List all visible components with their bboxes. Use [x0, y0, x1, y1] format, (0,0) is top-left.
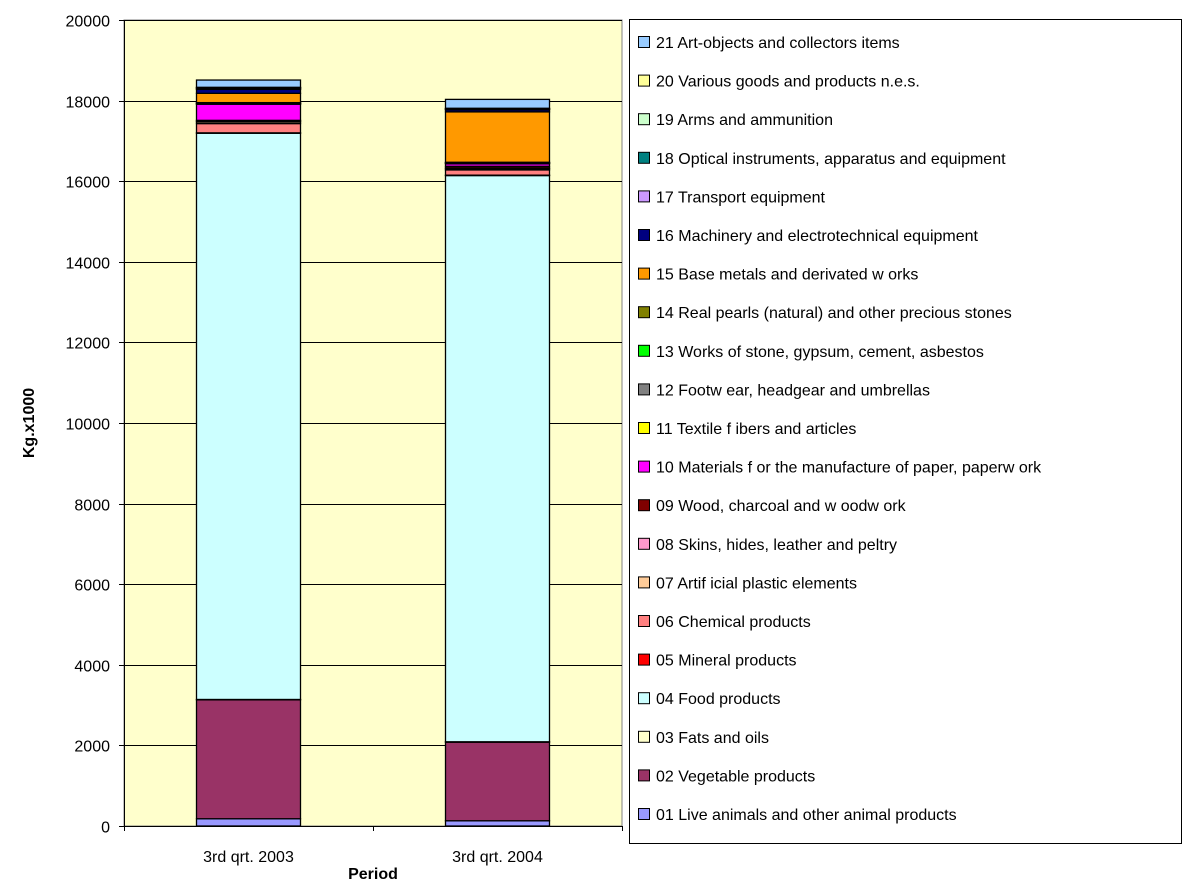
legend-label: 03 Fats and oils — [656, 730, 769, 747]
legend-item: 13 Works of stone, gypsum, cement, asbes… — [639, 344, 984, 361]
bar-stack — [446, 99, 550, 826]
y-axis-title: Kg.x1000 — [21, 388, 38, 458]
legend-item: 12 Footw ear, headgear and umbrellas — [639, 382, 930, 399]
y-tick-label: 8000 — [74, 498, 110, 515]
x-tick-label: 3rd qrt. 2003 — [203, 849, 294, 866]
bar-segment — [197, 819, 301, 826]
legend-label: 10 Materials f or the manufacture of pap… — [656, 460, 1042, 477]
legend-item: 18 Optical instruments, apparatus and eq… — [639, 151, 1007, 168]
legend-item: 21 Art-objects and collectors items — [639, 35, 900, 52]
legend-item: 04 Food products — [639, 691, 781, 708]
legend-swatch — [639, 114, 650, 125]
legend-swatch — [639, 423, 650, 434]
legend-item: 01 Live animals and other animal product… — [639, 807, 957, 824]
y-tick-label: 14000 — [66, 256, 111, 273]
y-tick-label: 6000 — [74, 578, 110, 595]
legend-label: 06 Chemical products — [656, 614, 811, 631]
legend-label: 16 Machinery and electrotechnical equipm… — [656, 228, 979, 245]
legend-swatch — [639, 654, 650, 665]
bar-segment — [446, 821, 550, 826]
legend-label: 04 Food products — [656, 691, 781, 708]
legend-label: 11 Textile f ibers and articles — [656, 421, 856, 438]
legend-swatch — [639, 577, 650, 588]
y-tick-label: 16000 — [66, 175, 111, 192]
legend-item: 03 Fats and oils — [639, 730, 769, 747]
legend-item: 06 Chemical products — [639, 614, 811, 631]
legend-swatch — [639, 345, 650, 356]
legend-swatch — [639, 461, 650, 472]
legend-label: 13 Works of stone, gypsum, cement, asbes… — [656, 344, 984, 361]
legend-swatch — [639, 809, 650, 820]
bar-segment — [197, 80, 301, 87]
legend-label: 07 Artif icial plastic elements — [656, 575, 857, 592]
legend-item: 09 Wood, charcoal and w oodw ork — [639, 498, 907, 515]
legend-label: 09 Wood, charcoal and w oodw ork — [656, 498, 907, 515]
legend-swatch — [639, 230, 650, 241]
legend-swatch — [639, 538, 650, 549]
legend-swatch — [639, 693, 650, 704]
legend-label: 02 Vegetable products — [656, 768, 815, 785]
legend-label: 08 Skins, hides, leather and peltry — [656, 537, 897, 554]
legend-swatch — [639, 152, 650, 163]
legend-swatch — [639, 384, 650, 395]
legend-swatch — [639, 75, 650, 86]
y-tick-label: 10000 — [66, 417, 111, 434]
y-tick-label: 18000 — [66, 95, 111, 112]
legend-label: 20 Various goods and products n.e.s. — [656, 74, 920, 91]
legend-label: 19 Arms and ammunition — [656, 112, 833, 129]
legend-label: 18 Optical instruments, apparatus and eq… — [656, 151, 1006, 168]
legend-swatch — [639, 500, 650, 511]
legend-label: 12 Footw ear, headgear and umbrellas — [656, 382, 930, 399]
bar-segment — [446, 170, 550, 175]
legend-swatch — [639, 307, 650, 318]
bar-segment — [197, 700, 301, 819]
y-tick-label: 20000 — [66, 14, 111, 31]
bar-segment — [197, 104, 301, 120]
legend-item: 10 Materials f or the manufacture of pap… — [639, 460, 1043, 477]
legend-item: 07 Artif icial plastic elements — [639, 575, 857, 592]
legend-swatch — [639, 37, 650, 48]
legend-item: 17 Transport equipment — [639, 189, 826, 206]
legend-label: 17 Transport equipment — [656, 189, 826, 206]
bar-segment — [197, 93, 301, 102]
bar-segment — [446, 99, 550, 108]
legend-swatch — [639, 616, 650, 627]
x-axis-title: Period — [348, 866, 398, 882]
legend-label: 14 Real pearls (natural) and other preci… — [656, 305, 1012, 322]
bar-segment — [197, 133, 301, 699]
legend-swatch — [639, 770, 650, 781]
y-tick-label: 4000 — [74, 659, 110, 676]
legend: 21 Art-objects and collectors items 20 Va… — [630, 20, 1182, 844]
legend-item: 05 Mineral products — [639, 653, 797, 670]
legend-swatch — [639, 191, 650, 202]
legend-item: 16 Machinery and electrotechnical equipm… — [639, 228, 979, 245]
legend-item: 08 Skins, hides, leather and peltry — [639, 537, 898, 554]
legend-swatch — [639, 731, 650, 742]
bar-segment — [446, 112, 550, 162]
legend-label: 15 Base metals and derivated w orks — [656, 267, 918, 284]
bar-segment — [197, 124, 301, 133]
bar-stack — [197, 80, 301, 826]
legend-item: 11 Textile f ibers and articles — [639, 421, 857, 438]
legend-item: 02 Vegetable products — [639, 768, 816, 785]
bar-segment — [446, 176, 550, 742]
legend-item: 15 Base metals and derivated w orks — [639, 267, 919, 284]
legend-swatch — [639, 268, 650, 279]
legend-item: 20 Various goods and products n.e.s. — [639, 74, 920, 91]
y-tick-label: 12000 — [66, 336, 111, 353]
y-tick-label: 0 — [101, 820, 110, 837]
legend-item: 14 Real pearls (natural) and other preci… — [639, 305, 1012, 322]
legend-label: 21 Art-objects and collectors items — [656, 35, 900, 52]
legend-item: 19 Arms and ammunition — [639, 112, 833, 129]
legend-label: 01 Live animals and other animal product… — [656, 807, 957, 824]
bar-segment — [446, 742, 550, 821]
x-tick-label: 3rd qrt. 2004 — [452, 849, 543, 866]
legend-label: 05 Mineral products — [656, 653, 797, 670]
y-tick-label: 2000 — [74, 739, 110, 756]
